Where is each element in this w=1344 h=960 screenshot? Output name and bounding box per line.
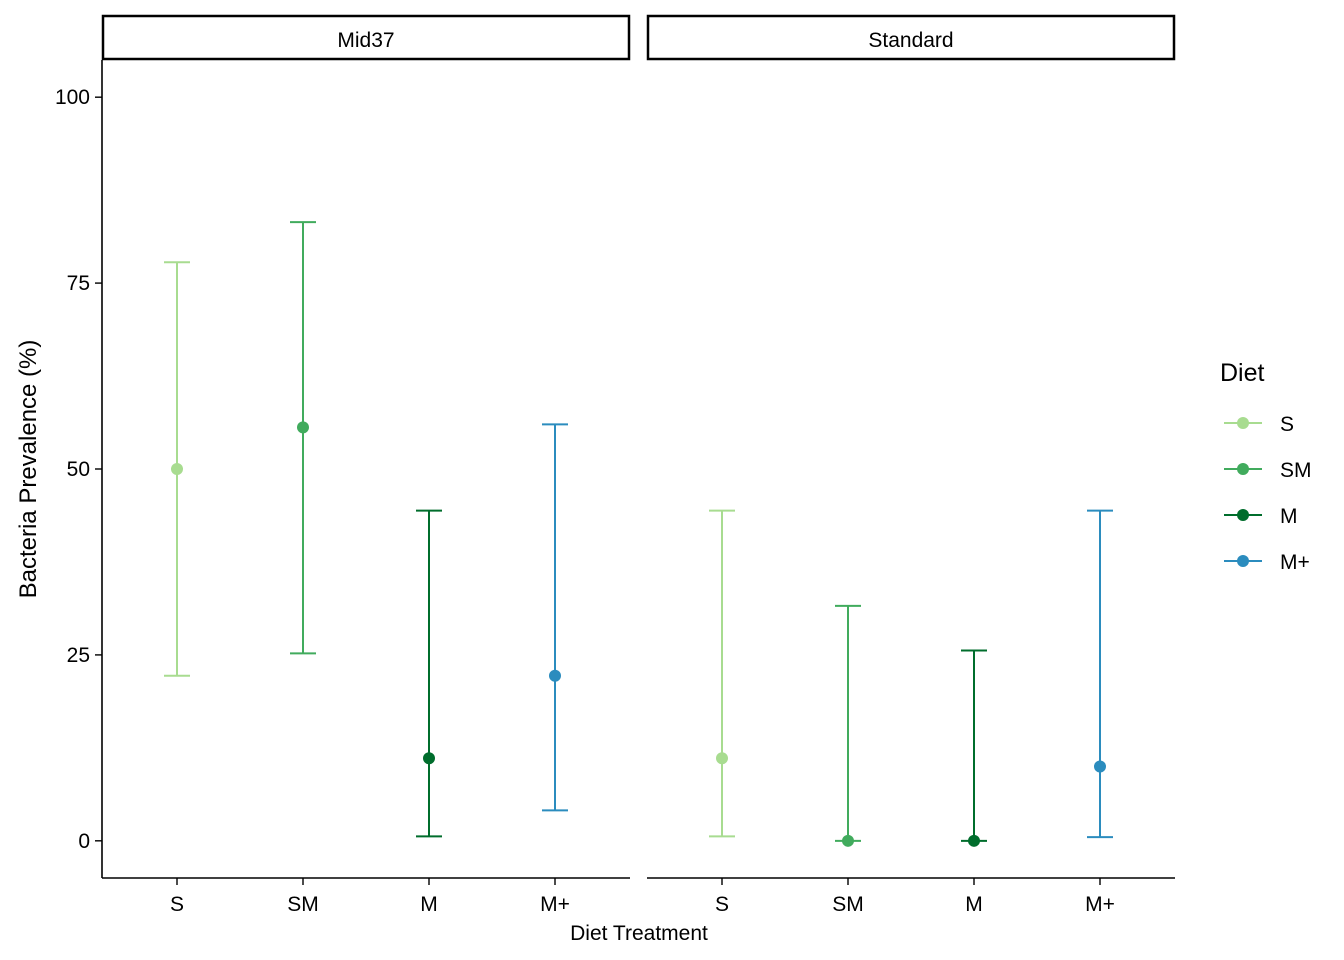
- data-point: [842, 834, 854, 847]
- legend-entry: S: [1224, 413, 1294, 436]
- data-point: [1094, 760, 1106, 773]
- legend-entry: SM: [1224, 459, 1312, 482]
- legend-entry: M: [1224, 505, 1298, 528]
- panel-title: Standard: [868, 29, 953, 52]
- y-axis-title: Bacteria Prevalence (%): [15, 340, 42, 599]
- legend-label: SM: [1280, 459, 1312, 482]
- panel-strip: [646, 14, 1176, 61]
- panel-strip: [101, 14, 631, 61]
- x-tick-label: M: [965, 893, 983, 916]
- legend-label: S: [1280, 413, 1294, 436]
- data-point: [171, 463, 183, 475]
- y-tick-label: 100: [55, 86, 90, 109]
- x-tick-label: S: [715, 893, 729, 916]
- panel-title: Mid37: [337, 29, 394, 52]
- legend-key-point: [1237, 417, 1249, 429]
- panels: Mid37 S SM M M+ 0 25 50 75 100 Standard S SM M M+: [55, 14, 1176, 916]
- data-point: [423, 752, 435, 765]
- x-tick-label: SM: [832, 893, 864, 916]
- y-tick-label: 75: [67, 272, 90, 295]
- y-tick-label: 25: [67, 644, 90, 667]
- y-tick-label: 0: [78, 830, 90, 853]
- legend-key-point: [1237, 509, 1249, 521]
- x-tick-label: M+: [1085, 893, 1115, 916]
- legend: Diet S SM M M+: [1220, 359, 1312, 574]
- y-tick-label: 50: [67, 458, 90, 481]
- legend-label: M: [1280, 505, 1298, 528]
- data-point: [297, 421, 309, 434]
- legend-label: M+: [1280, 551, 1310, 574]
- panel-1: Mid37 S SM M M+ 0 25 50 75 100: [55, 14, 631, 916]
- x-axis-title: Diet Treatment: [570, 922, 708, 945]
- panel-2: Standard S SM M M+: [646, 14, 1176, 916]
- x-tick-label: S: [170, 893, 184, 916]
- x-tick-label: M+: [540, 893, 570, 916]
- data-point: [968, 834, 980, 847]
- legend-key-point: [1237, 555, 1249, 567]
- legend-entry: M+: [1224, 551, 1310, 574]
- legend-key-point: [1237, 463, 1249, 475]
- x-tick-label: M: [420, 893, 438, 916]
- legend-title: Diet: [1220, 359, 1265, 387]
- data-point: [549, 669, 561, 682]
- data-point: [716, 752, 728, 765]
- x-tick-label: SM: [287, 893, 319, 916]
